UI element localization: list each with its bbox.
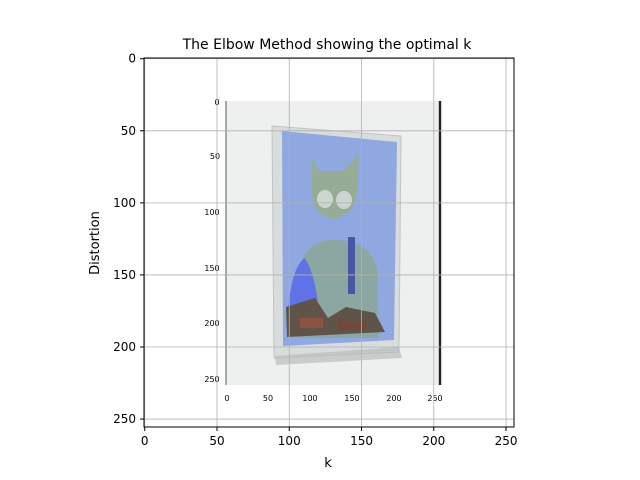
poster-shadow bbox=[275, 347, 402, 365]
inner-xtick-label: 50 bbox=[263, 394, 273, 403]
x-tick-label: 200 bbox=[422, 434, 445, 448]
x-tick-label: 150 bbox=[350, 434, 373, 448]
y-tick-label: 200 bbox=[113, 340, 136, 354]
y-tick-label: 0 bbox=[128, 52, 136, 66]
inner-photo-axis-labels: 0 50 100 150 200 250 0 50 100 150 200 25… bbox=[204, 98, 442, 403]
y-tick-label: 250 bbox=[113, 412, 136, 426]
y-tick-label: 150 bbox=[113, 268, 136, 282]
y-tick-label: 50 bbox=[121, 124, 136, 138]
x-axis-ticks: 0 50 100 150 200 250 bbox=[141, 427, 518, 448]
y-axis-label: Distortion bbox=[88, 211, 103, 275]
y-axis-ticks: 0 50 100 150 200 250 bbox=[113, 52, 144, 426]
inner-xtick-label: 200 bbox=[386, 394, 401, 403]
inner-xtick-label: 150 bbox=[344, 394, 359, 403]
inner-xtick-label: 250 bbox=[427, 394, 442, 403]
x-tick-label: 50 bbox=[209, 434, 224, 448]
inner-ytick-label: 200 bbox=[204, 319, 219, 328]
inner-ytick-label: 100 bbox=[204, 208, 219, 217]
inner-xtick-label: 0 bbox=[224, 394, 229, 403]
inner-ytick-label: 150 bbox=[204, 264, 219, 273]
x-tick-label: 0 bbox=[141, 434, 149, 448]
y-tick-label: 100 bbox=[113, 196, 136, 210]
inner-ytick-label: 250 bbox=[204, 375, 219, 384]
x-axis-label: k bbox=[324, 456, 332, 471]
x-tick-label: 100 bbox=[278, 434, 301, 448]
axes-frame bbox=[143, 57, 515, 428]
x-tick-label: 250 bbox=[495, 434, 518, 448]
image-content: 0 50 100 150 200 250 0 50 100 150 200 25… bbox=[144, 58, 514, 427]
inner-xtick-label: 100 bbox=[302, 394, 317, 403]
grid-lines bbox=[144, 58, 514, 427]
chart-title: The Elbow Method showing the optimal k bbox=[182, 37, 473, 53]
inner-ytick-label: 50 bbox=[210, 152, 220, 161]
